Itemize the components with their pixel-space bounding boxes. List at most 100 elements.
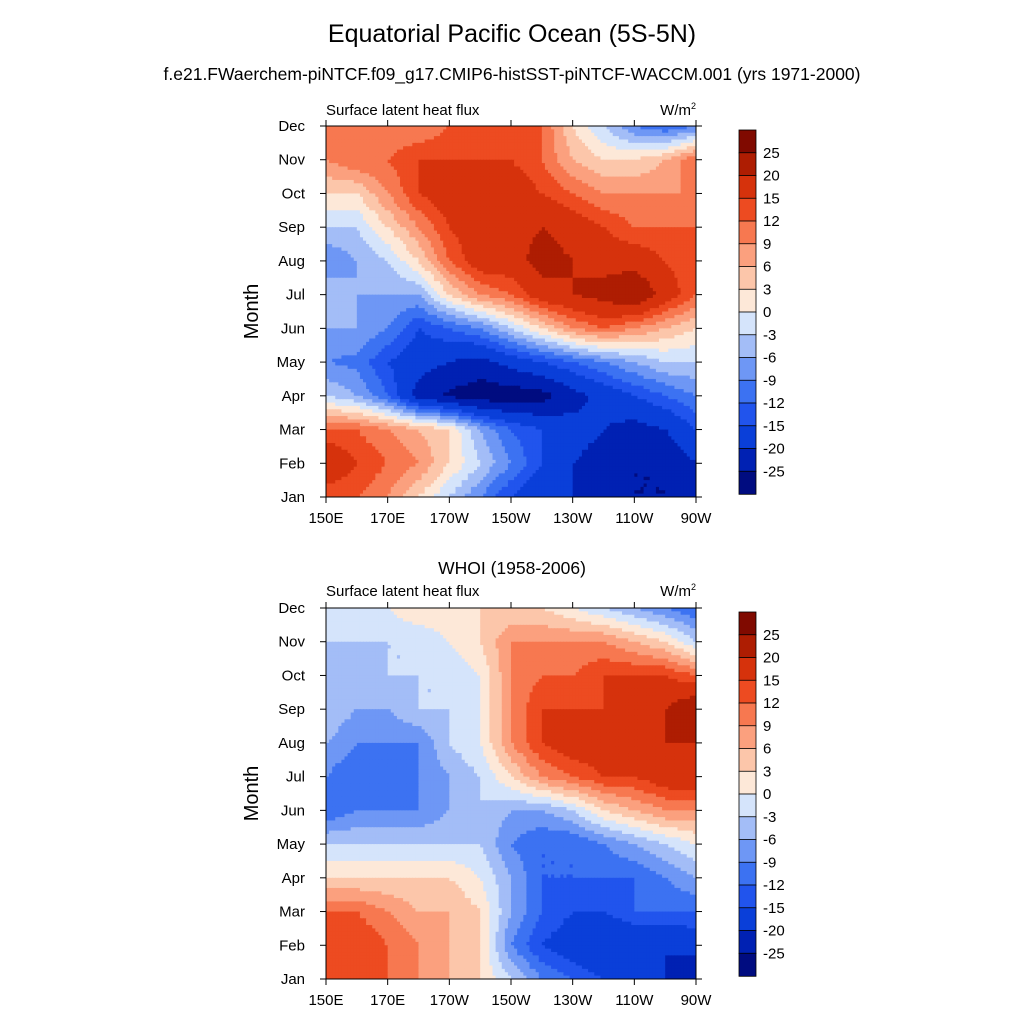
heatmap-cell	[363, 233, 367, 238]
heatmap-cell	[403, 139, 407, 144]
heatmap-cell	[514, 203, 518, 208]
heatmap-cell	[578, 126, 583, 130]
heatmap-cell	[486, 227, 491, 232]
heatmap-cell	[498, 223, 503, 228]
heatmap-cell	[683, 196, 688, 201]
heatmap-cell	[483, 254, 487, 259]
heatmap-cell	[606, 193, 611, 198]
heatmap-cell	[486, 217, 491, 222]
heatmap-cell	[544, 227, 549, 232]
heatmap-cell	[495, 200, 500, 205]
heatmap-cell	[455, 173, 460, 178]
heatmap-cell	[631, 193, 635, 198]
heatmap-cell	[384, 176, 389, 181]
heatmap-cell	[659, 237, 663, 242]
heatmap-cell	[622, 233, 626, 238]
heatmap-cell	[585, 132, 589, 137]
heatmap-cell	[514, 173, 518, 178]
heatmap-cell	[347, 163, 352, 168]
heatmap-cell	[683, 139, 688, 144]
heatmap-cell	[649, 220, 654, 225]
heatmap-cell	[390, 136, 395, 141]
heatmap-cell	[606, 233, 611, 238]
heatmap-cell	[554, 247, 558, 252]
heatmap-cell	[692, 213, 696, 218]
heatmap-cell	[517, 200, 521, 205]
heatmap-cell	[474, 223, 478, 228]
heatmap-cell	[659, 230, 663, 235]
heatmap-cell	[581, 260, 586, 265]
heatmap-cell	[659, 254, 663, 259]
heatmap-cell	[548, 139, 552, 144]
heatmap-cell	[350, 230, 355, 235]
heatmap-cell	[369, 260, 373, 265]
heatmap-cell	[591, 169, 595, 174]
heatmap-cell	[480, 146, 484, 151]
heatmap-cell	[609, 152, 614, 157]
heatmap-cell	[529, 230, 534, 235]
heatmap-cell	[652, 156, 657, 161]
heatmap-cell	[637, 149, 642, 154]
heatmap-cell	[578, 183, 583, 188]
heatmap-cell	[615, 240, 620, 245]
heatmap-cell	[569, 176, 574, 181]
heatmap-cell	[477, 237, 481, 242]
heatmap-cell	[353, 190, 358, 195]
heatmap-cell	[384, 264, 389, 269]
heatmap-cell	[338, 149, 343, 154]
heatmap-cell	[329, 206, 333, 211]
heatmap-cell	[507, 193, 512, 198]
heatmap-cell	[541, 173, 546, 178]
heatmap-cell	[372, 196, 376, 201]
heatmap-cell	[671, 163, 676, 168]
heatmap-cell	[470, 230, 475, 235]
heatmap-cell	[356, 132, 361, 137]
heatmap-cell	[680, 142, 685, 147]
heatmap-cell	[470, 193, 475, 198]
heatmap-cell	[363, 186, 367, 191]
heatmap-cell	[668, 217, 672, 222]
heatmap-cell	[532, 193, 537, 198]
heatmap-cell	[634, 244, 639, 249]
heatmap-cell	[529, 233, 534, 238]
heatmap-cell	[347, 200, 352, 205]
heatmap-cell	[535, 247, 540, 252]
heatmap-cell	[609, 146, 614, 151]
heatmap-cell	[557, 139, 561, 144]
heatmap-cell	[523, 166, 528, 171]
heatmap-cell	[332, 210, 336, 215]
heatmap-cell	[477, 152, 481, 157]
heatmap-cell	[430, 250, 435, 255]
heatmap-cell	[467, 206, 472, 211]
heatmap-cell	[520, 206, 524, 211]
heatmap-cell	[446, 227, 450, 232]
heatmap-cell	[671, 190, 676, 195]
heatmap-cell	[631, 217, 635, 222]
heatmap-cell	[520, 173, 524, 178]
heatmap-cell	[557, 149, 561, 154]
heatmap-cell	[489, 254, 494, 259]
heatmap-cell	[692, 244, 696, 249]
heatmap-cell	[347, 129, 352, 134]
heatmap-cell	[560, 217, 565, 222]
heatmap-cell	[338, 227, 343, 232]
heatmap-cell	[433, 139, 438, 144]
heatmap-cell	[381, 240, 386, 245]
heatmap-cell	[680, 230, 685, 235]
heatmap-cell	[520, 203, 524, 208]
heatmap-cell	[523, 247, 528, 252]
heatmap-cell	[440, 183, 444, 188]
heatmap-cell	[622, 126, 626, 130]
heatmap-cell	[403, 176, 407, 181]
heatmap-cell	[618, 206, 623, 211]
heatmap-cell	[566, 200, 571, 205]
heatmap-cell	[396, 217, 401, 222]
heatmap-cell	[563, 186, 568, 191]
heatmap-cell	[489, 257, 494, 262]
heatmap-cell	[427, 176, 432, 181]
heatmap-cell	[474, 132, 478, 137]
heatmap-cell	[662, 183, 666, 188]
heatmap-cell	[541, 230, 546, 235]
heatmap-cell	[535, 176, 540, 181]
heatmap-cell	[683, 254, 688, 259]
